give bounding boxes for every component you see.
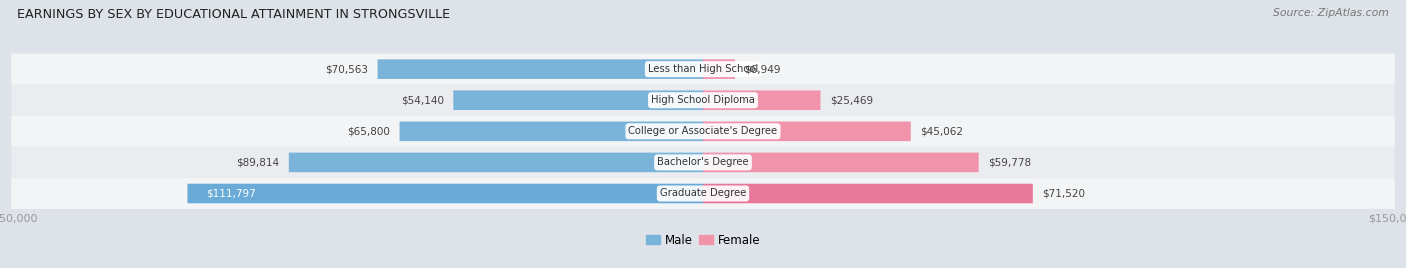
Text: Graduate Degree: Graduate Degree <box>659 188 747 199</box>
FancyBboxPatch shape <box>399 121 703 141</box>
FancyBboxPatch shape <box>378 59 703 79</box>
Text: $71,520: $71,520 <box>1042 188 1085 199</box>
Text: $25,469: $25,469 <box>830 95 873 105</box>
FancyBboxPatch shape <box>703 121 911 141</box>
FancyBboxPatch shape <box>703 184 1033 203</box>
Text: High School Diploma: High School Diploma <box>651 95 755 105</box>
Text: $89,814: $89,814 <box>236 157 280 168</box>
FancyBboxPatch shape <box>11 178 1395 209</box>
Text: Source: ZipAtlas.com: Source: ZipAtlas.com <box>1274 8 1389 18</box>
Text: $6,949: $6,949 <box>744 64 780 74</box>
FancyBboxPatch shape <box>703 59 735 79</box>
FancyBboxPatch shape <box>11 54 1395 85</box>
FancyBboxPatch shape <box>703 90 821 110</box>
Text: Bachelor's Degree: Bachelor's Degree <box>657 157 749 168</box>
Text: $45,062: $45,062 <box>920 126 963 136</box>
Text: $65,800: $65,800 <box>347 126 391 136</box>
FancyBboxPatch shape <box>11 147 1395 178</box>
FancyBboxPatch shape <box>288 152 703 172</box>
FancyBboxPatch shape <box>453 90 703 110</box>
Text: EARNINGS BY SEX BY EDUCATIONAL ATTAINMENT IN STRONGSVILLE: EARNINGS BY SEX BY EDUCATIONAL ATTAINMEN… <box>17 8 450 21</box>
Legend: Male, Female: Male, Female <box>645 234 761 247</box>
Text: $70,563: $70,563 <box>325 64 368 74</box>
Text: College or Associate's Degree: College or Associate's Degree <box>628 126 778 136</box>
Text: $59,778: $59,778 <box>988 157 1031 168</box>
Text: $54,140: $54,140 <box>401 95 444 105</box>
Text: $111,797: $111,797 <box>205 188 256 199</box>
FancyBboxPatch shape <box>187 184 703 203</box>
Text: Less than High School: Less than High School <box>648 64 758 74</box>
FancyBboxPatch shape <box>11 116 1395 147</box>
FancyBboxPatch shape <box>703 152 979 172</box>
FancyBboxPatch shape <box>11 85 1395 116</box>
